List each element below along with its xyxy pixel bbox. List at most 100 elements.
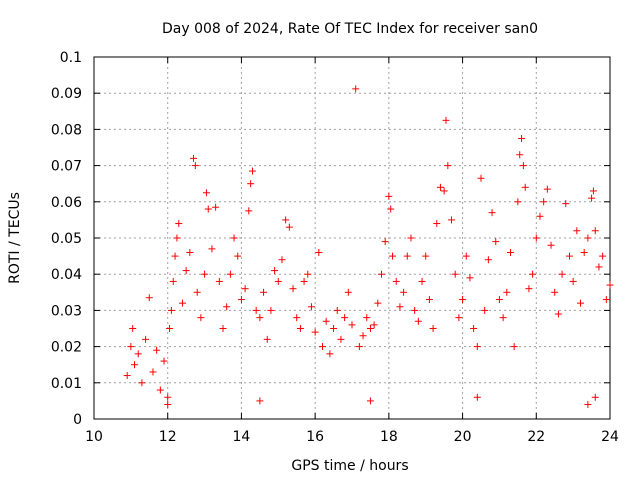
data-point xyxy=(204,205,212,213)
data-point xyxy=(451,270,459,278)
data-point xyxy=(440,187,448,195)
y-tick-label: 0.08 xyxy=(51,122,82,138)
data-point xyxy=(263,335,271,343)
data-point xyxy=(149,368,157,376)
data-point xyxy=(429,325,437,332)
data-point xyxy=(516,151,524,159)
y-tick-label: 0.05 xyxy=(51,231,82,247)
data-point xyxy=(407,234,415,242)
data-point xyxy=(580,248,588,256)
data-point xyxy=(584,234,592,242)
x-axis-label: GPS time / hours xyxy=(291,458,408,474)
data-point xyxy=(322,317,330,325)
data-point xyxy=(167,306,175,314)
y-tick-label: 0.07 xyxy=(51,159,82,175)
data-point xyxy=(396,303,404,311)
data-point xyxy=(252,306,260,314)
data-point xyxy=(602,296,610,304)
data-point xyxy=(293,314,301,322)
data-point xyxy=(289,285,297,293)
data-point xyxy=(215,277,223,285)
data-point xyxy=(260,288,268,296)
x-tick-label: 10 xyxy=(85,429,103,445)
data-point xyxy=(208,245,216,253)
data-point xyxy=(477,174,485,182)
data-point xyxy=(588,194,596,202)
data-point xyxy=(377,270,385,278)
data-point xyxy=(171,252,179,260)
data-point xyxy=(201,270,209,278)
data-point xyxy=(169,277,177,285)
data-point xyxy=(470,325,478,332)
plot-frame xyxy=(93,56,611,420)
data-point xyxy=(191,162,199,170)
data-point xyxy=(543,185,551,193)
data-point xyxy=(182,267,190,275)
data-point xyxy=(525,285,533,293)
data-point xyxy=(455,314,463,322)
data-point xyxy=(363,314,371,322)
data-point xyxy=(495,296,503,304)
data-point xyxy=(219,325,227,332)
data-point xyxy=(226,270,234,278)
data-point xyxy=(425,296,433,304)
x-tick-label: 22 xyxy=(527,429,545,445)
data-point xyxy=(400,288,408,296)
data-point xyxy=(123,372,131,380)
data-point xyxy=(499,314,507,322)
data-point xyxy=(175,220,183,228)
data-point xyxy=(223,303,231,311)
data-point xyxy=(282,216,290,224)
data-point xyxy=(569,277,577,285)
data-point xyxy=(562,200,570,208)
data-point xyxy=(319,343,327,351)
data-point xyxy=(558,270,566,278)
data-point xyxy=(510,343,518,351)
data-point xyxy=(311,328,319,336)
data-point xyxy=(248,167,256,175)
y-tick-label: 0.1 xyxy=(60,50,82,66)
data-point xyxy=(352,85,360,93)
data-point xyxy=(551,288,559,296)
data-point xyxy=(274,277,282,285)
y-tick-label: 0 xyxy=(73,412,82,428)
data-point xyxy=(129,325,137,332)
data-point xyxy=(173,234,181,242)
data-point xyxy=(160,357,168,365)
data-point xyxy=(448,216,456,224)
data-point xyxy=(164,401,172,409)
y-tick-label: 0.02 xyxy=(51,340,82,356)
data-point xyxy=(138,379,146,387)
data-point xyxy=(296,325,304,332)
data-point xyxy=(212,203,220,211)
y-tick-label: 0.01 xyxy=(51,376,82,392)
data-point xyxy=(422,252,430,260)
data-point xyxy=(326,350,334,358)
data-point xyxy=(521,183,529,191)
data-point xyxy=(330,325,338,332)
y-tick-label: 0.03 xyxy=(51,303,82,319)
data-point xyxy=(307,303,315,311)
data-point xyxy=(142,335,150,343)
data-point xyxy=(186,248,194,256)
data-point xyxy=(256,397,264,405)
data-point xyxy=(514,198,522,206)
data-point xyxy=(381,238,389,246)
data-point xyxy=(444,162,452,170)
data-point xyxy=(164,393,172,401)
x-tick-label: 20 xyxy=(454,429,472,445)
y-tick-label: 0.04 xyxy=(51,267,82,283)
x-tick-label: 14 xyxy=(233,429,251,445)
data-point xyxy=(285,223,293,231)
data-point xyxy=(466,274,474,282)
data-point xyxy=(414,317,422,325)
data-point xyxy=(341,314,349,322)
data-point xyxy=(247,180,255,188)
x-tick-label: 18 xyxy=(380,429,398,445)
data-point xyxy=(481,306,489,314)
data-point xyxy=(134,350,142,358)
y-tick-label: 0.09 xyxy=(51,86,82,102)
data-point xyxy=(589,187,597,195)
data-point xyxy=(484,256,492,264)
data-point xyxy=(315,248,323,256)
